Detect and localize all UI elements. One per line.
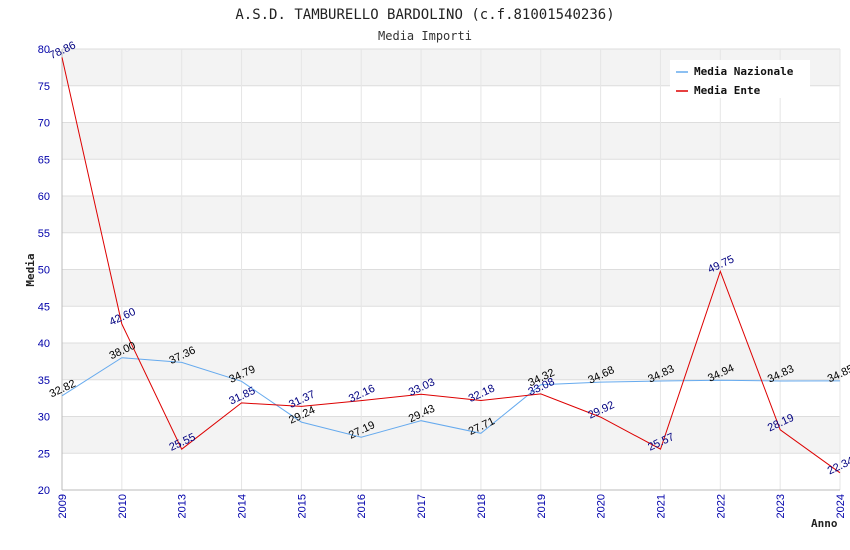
x-tick-label: 2019 <box>536 494 548 518</box>
x-tick-label: 2015 <box>296 494 308 518</box>
x-tick-label: 2013 <box>177 494 189 518</box>
y-tick-label: 35 <box>38 375 50 387</box>
y-tick-label: 60 <box>38 191 50 203</box>
chart-subtitle: Media Importi <box>378 29 472 43</box>
y-tick-label: 40 <box>38 338 50 350</box>
plot-band <box>62 196 840 233</box>
x-tick-label: 2010 <box>117 494 129 518</box>
gridlines <box>61 48 841 491</box>
series-line-media-ente <box>61 57 841 474</box>
y-tick-label: 75 <box>38 81 50 93</box>
x-axis-label: Anno <box>811 517 838 530</box>
series-lines <box>61 57 841 474</box>
y-tick-label: 80 <box>38 44 50 56</box>
legend-label-media-nazionale: Media Nazionale <box>694 65 794 78</box>
legend: Media Nazionale Media Ente <box>670 60 810 98</box>
chart-title: A.S.D. TAMBURELLO BARDOLINO (c.f.8100154… <box>235 7 614 23</box>
x-tick-label: 2016 <box>356 494 368 518</box>
y-tick-label: 30 <box>38 412 50 424</box>
y-tick-label: 25 <box>38 448 50 460</box>
x-tick-label: 2021 <box>655 494 667 518</box>
y-tick-label: 50 <box>38 265 50 277</box>
y-axis-ticks: 20 25 30 35 40 45 50 55 60 65 70 75 80 <box>38 44 50 497</box>
plot-band <box>62 416 840 454</box>
x-tick-label: 2023 <box>775 494 787 518</box>
plot-band <box>62 453 840 490</box>
plot-band <box>62 306 840 343</box>
plot-band <box>62 269 840 307</box>
plot-bands <box>62 49 840 490</box>
plot-band <box>62 232 840 270</box>
plot-band <box>62 379 840 417</box>
plot-band <box>62 343 840 380</box>
x-tick-label: 2020 <box>596 494 608 518</box>
series-line-media-nazionale <box>61 357 841 438</box>
y-tick-label: 45 <box>38 301 50 313</box>
legend-box <box>670 60 810 98</box>
x-axis-ticks: 2009 2010 2013 2014 2015 2016 2017 2018 2019 2020… <box>57 494 847 518</box>
x-tick-label: 2022 <box>715 494 727 518</box>
x-tick-label: 2024 <box>835 494 847 518</box>
x-tick-label: 2017 <box>416 494 428 518</box>
plot-band <box>62 122 840 160</box>
y-tick-label: 70 <box>38 118 50 130</box>
y-axis-label: Media <box>24 253 37 286</box>
x-tick-label: 2009 <box>57 494 69 518</box>
x-tick-label: 2018 <box>476 494 488 518</box>
legend-label-media-ente: Media Ente <box>694 84 761 97</box>
y-tick-label: 55 <box>38 228 50 240</box>
plot-band <box>62 159 840 196</box>
y-tick-label: 65 <box>38 154 50 166</box>
y-tick-label: 20 <box>38 485 50 497</box>
x-tick-label: 2014 <box>237 494 249 518</box>
